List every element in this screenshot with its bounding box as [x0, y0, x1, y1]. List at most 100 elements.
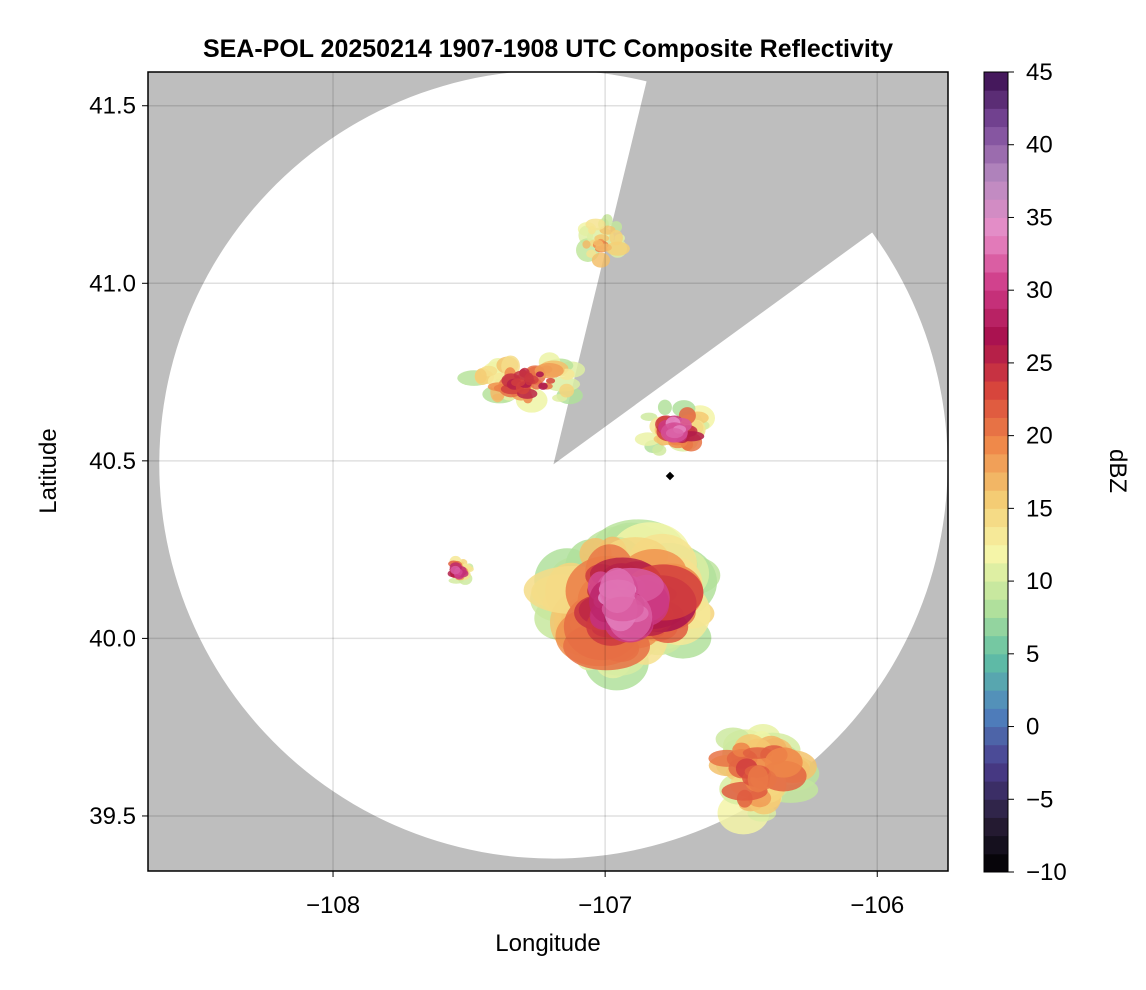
colorbar-swatch-6: [984, 744, 1008, 764]
x-tick-label-1: −107: [578, 892, 632, 919]
colorbar-swatch-23: [984, 435, 1008, 455]
echo-layer: [447, 214, 820, 835]
colorbar-swatch-37: [984, 181, 1008, 200]
colorbar-swatch-11: [984, 653, 1008, 673]
echo-north-west-band-blob: [511, 378, 526, 387]
radar-site-marker: [665, 471, 675, 481]
x-tick-label-2: −106: [850, 892, 904, 919]
colorbar-swatch-19: [984, 508, 1008, 528]
echo-west-cell-blob: [450, 565, 461, 575]
echo-south-east-cells-blob: [742, 747, 773, 759]
y-tick-label-2: 40.5: [89, 448, 136, 475]
colorbar-label: dBZ: [1104, 449, 1131, 493]
colorbar-swatch-20: [984, 490, 1008, 509]
echo-far-north-cell-blob: [595, 243, 612, 252]
colorbar-tick-label-11: 45: [1026, 59, 1053, 86]
echo-far-north-cell: [576, 214, 630, 268]
colorbar-swatch-41: [984, 108, 1008, 128]
colorbar-swatch-24: [984, 417, 1008, 437]
colorbar-swatch-18: [984, 526, 1008, 546]
echo-north-east-cell-blob: [634, 432, 661, 446]
colorbar-swatch-38: [984, 162, 1008, 182]
echo-north-east-cell-blob: [652, 444, 667, 456]
colorbar-swatch-9: [984, 690, 1008, 709]
echo-north-west-band-blob: [474, 368, 487, 384]
echo-far-north-cell-blob: [605, 241, 630, 256]
colorbar: −10 −5 0 5 10 15 20 25 30 35 40 45 dBZ: [983, 59, 1131, 886]
colorbar-swatch-42: [984, 90, 1008, 109]
echo-far-north-cell-blob: [591, 252, 611, 268]
echo-far-north-cell-blob: [609, 229, 623, 246]
colorbar-tick-label-6: 20: [1026, 423, 1053, 450]
colorbar-tick-label-4: 10: [1026, 568, 1053, 595]
echo-north-west-band: [457, 352, 586, 413]
colorbar-tick-label-8: 30: [1026, 277, 1053, 304]
colorbar-tick-label-7: 25: [1026, 350, 1053, 377]
echo-north-east-cell-blob: [640, 412, 658, 421]
grid-lines: [148, 72, 948, 871]
colorbar-swatch-21: [984, 472, 1008, 491]
colorbar-swatch-17: [984, 544, 1008, 564]
y-tick-label-3: 41.0: [89, 270, 136, 297]
echo-west-cell: [447, 555, 474, 585]
radar-coverage: [159, 72, 948, 859]
echo-north-west-band-blob: [535, 371, 544, 378]
colorbar-swatch-43: [984, 72, 1008, 91]
colorbar-swatch-12: [984, 635, 1008, 655]
colorbar-swatch-3: [984, 799, 1008, 818]
colorbar-tick-label-3: 5: [1026, 641, 1039, 668]
colorbar-swatch-10: [984, 672, 1008, 691]
y-axis: 39.5 40.0 40.5 41.0 41.5: [89, 93, 148, 830]
x-axis: −108 −107 −106: [306, 871, 904, 919]
colorbar-swatch-26: [984, 381, 1008, 400]
colorbar-swatch-13: [984, 617, 1008, 637]
colorbar-swatches: [984, 72, 1008, 873]
echo-main-cell: [523, 519, 721, 691]
colorbar-tick-label-1: −5: [1026, 786, 1053, 813]
colorbar-swatch-8: [984, 708, 1008, 728]
y-tick-label-0: 39.5: [89, 803, 136, 830]
colorbar-swatch-34: [984, 235, 1008, 255]
colorbar-swatch-15: [984, 581, 1008, 600]
plot-area: [148, 72, 948, 871]
colorbar-tick-label-5: 15: [1026, 495, 1053, 522]
echo-north-east-cell-blob: [657, 399, 672, 416]
colorbar-swatch-28: [984, 344, 1008, 364]
colorbar-swatch-32: [984, 272, 1008, 291]
colorbar-swatch-30: [984, 308, 1008, 328]
colorbar-swatch-31: [984, 290, 1008, 309]
colorbar-tick-label-10: 40: [1026, 132, 1053, 159]
echo-north-west-band-blob: [546, 377, 556, 384]
colorbar-tick-label-9: 35: [1026, 204, 1053, 231]
colorbar-swatch-25: [984, 399, 1008, 418]
chart-title: SEA-POL 20250214 1907-1908 UTC Composite…: [203, 35, 893, 63]
echo-north-west-band-blob: [524, 372, 534, 386]
colorbar-swatch-7: [984, 726, 1008, 746]
colorbar-swatch-14: [984, 599, 1008, 618]
colorbar-swatch-39: [984, 144, 1008, 164]
colorbar-swatch-0: [984, 853, 1008, 873]
x-axis-label: Longitude: [495, 930, 600, 957]
echo-north-west-band-blob: [538, 382, 548, 390]
colorbar-frame: [983, 71, 1009, 873]
colorbar-swatch-40: [984, 126, 1008, 146]
echo-south-east-cells: [708, 724, 820, 835]
colorbar-ticks: −10 −5 0 5 10 15 20 25 30 35 40 45: [1008, 59, 1067, 886]
colorbar-swatch-22: [984, 453, 1008, 473]
echo-north-east-cell: [634, 399, 715, 456]
colorbar-swatch-4: [984, 781, 1008, 800]
plot-frame: [147, 71, 949, 872]
echo-north-west-band-blob: [559, 383, 575, 398]
y-tick-label-1: 40.0: [89, 625, 136, 652]
colorbar-tick-label-0: −10: [1026, 859, 1067, 886]
x-tick-label-0: −108: [306, 892, 360, 919]
echo-main-cell-blob: [599, 567, 636, 614]
echo-north-east-cell-blob: [665, 428, 684, 439]
echo-south-east-cells-blob: [764, 747, 803, 778]
echo-far-north-cell-blob: [588, 226, 596, 235]
colorbar-swatch-29: [984, 326, 1008, 346]
echo-far-north-cell-blob: [582, 240, 591, 249]
colorbar-tick-label-2: 0: [1026, 714, 1039, 741]
colorbar-swatch-33: [984, 253, 1008, 273]
